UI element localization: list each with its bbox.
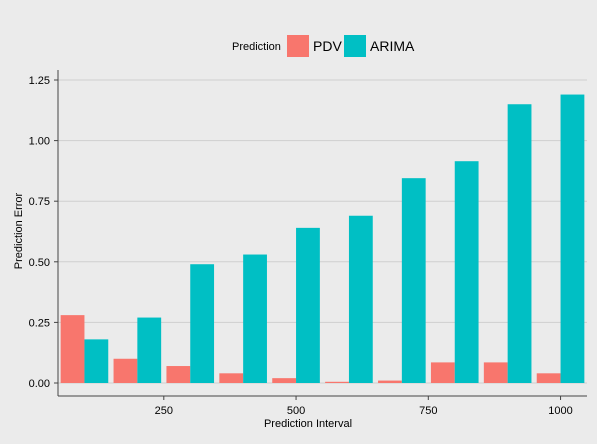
legend-label-pdv: PDV <box>313 38 342 54</box>
legend-key-arima <box>344 35 366 57</box>
x-axis-label: Prediction Interval <box>264 418 352 430</box>
x-tick-label: 750 <box>419 405 437 417</box>
bar-arima-800 <box>454 161 479 383</box>
bar-arima-100 <box>84 339 109 383</box>
legend-label-arima: ARIMA <box>370 38 415 54</box>
bar-arima-300 <box>190 264 215 383</box>
x-tick-label: 250 <box>155 405 173 417</box>
bars <box>60 94 585 384</box>
y-axis-label: Prediction Error <box>13 192 25 269</box>
bar-pdv-600 <box>325 381 349 383</box>
bar-arima-700 <box>401 178 426 383</box>
bar-pdv-800 <box>430 362 455 383</box>
y-tick-label: 0.75 <box>29 196 50 208</box>
bar-pdv-400 <box>219 373 244 383</box>
bar-pdv-200 <box>113 358 138 383</box>
bar-arima-900 <box>507 104 532 384</box>
y-tick-label: 0.00 <box>29 378 50 390</box>
y-tick-label: 0.25 <box>29 317 50 329</box>
y-tick-label: 1.25 <box>29 75 50 87</box>
bar-arima-200 <box>137 317 162 383</box>
x-tick-label: 1000 <box>548 405 572 417</box>
legend: Prediction PDV ARIMA <box>232 35 415 57</box>
bar-pdv-900 <box>483 362 508 383</box>
bar-pdv-300 <box>166 366 191 383</box>
bar-arima-1000 <box>560 94 585 383</box>
bar-arima-400 <box>243 254 267 383</box>
bar-pdv-500 <box>272 378 297 383</box>
axes: 0.00 0.25 0.50 0.75 1.00 1.25 250 500 750 1000 <box>29 70 587 417</box>
bar-pdv-700 <box>378 380 402 383</box>
y-tick-label: 0.50 <box>29 257 50 269</box>
x-tick-label: 500 <box>287 405 305 417</box>
bar-arima-600 <box>348 215 373 383</box>
y-tick-label: 1.00 <box>29 136 50 148</box>
legend-key-pdv <box>287 35 309 57</box>
bar-arima-500 <box>296 227 320 383</box>
legend-title: Prediction <box>232 41 281 53</box>
bar-pdv-100 <box>60 315 85 383</box>
bar-pdv-1000 <box>536 373 561 383</box>
